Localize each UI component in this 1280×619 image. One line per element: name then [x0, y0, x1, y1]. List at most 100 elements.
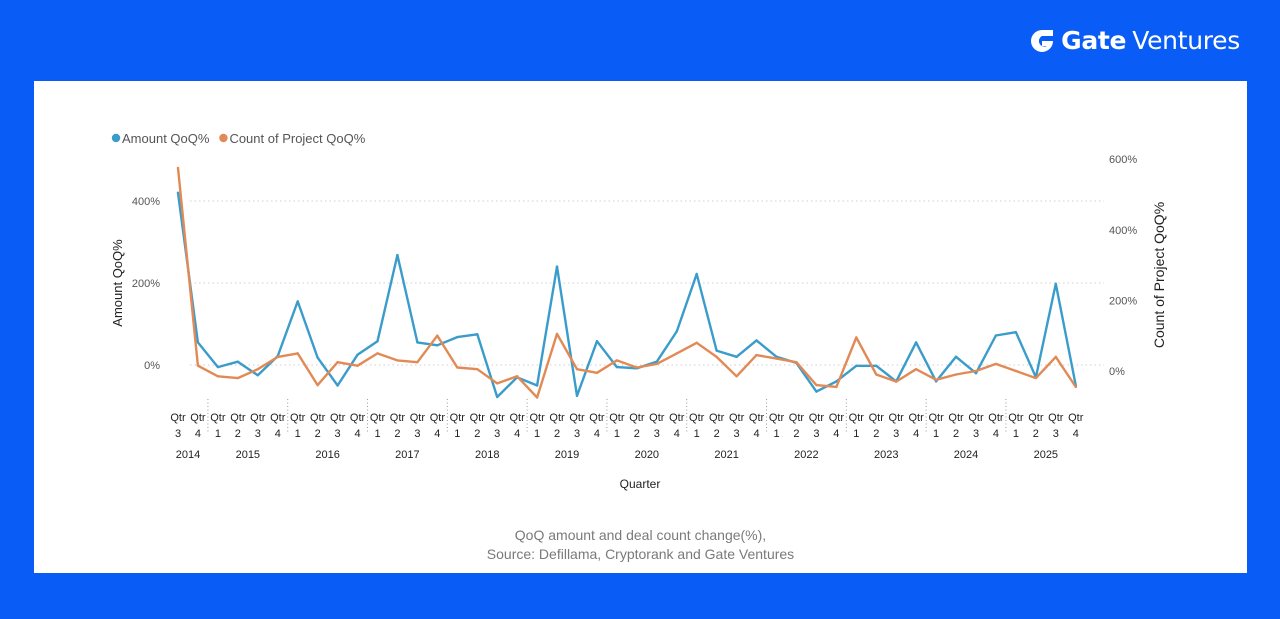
data-point	[296, 352, 299, 355]
data-point	[875, 364, 878, 368]
data-point	[595, 371, 599, 374]
data-point	[835, 385, 838, 389]
x-year-label: 2025	[1034, 449, 1058, 461]
data-point	[496, 382, 499, 385]
data-point	[416, 360, 419, 364]
data-point	[436, 334, 439, 337]
x-year-label: 2024	[954, 449, 978, 461]
data-point	[815, 383, 818, 387]
data-point	[675, 330, 678, 333]
y-right-tick-label: 0%	[1109, 366, 1125, 378]
x-tick-label: Qtr 2	[629, 412, 645, 440]
data-point	[216, 375, 220, 378]
data-point	[396, 253, 399, 257]
x-tick-label: Qtr 2	[390, 412, 406, 440]
x-tick-label: Qtr 3	[569, 412, 585, 440]
caption-line-1: QoQ amount and deal count change(%),	[514, 527, 767, 543]
data-point	[256, 374, 259, 377]
x-tick-label: Qtr 3	[1048, 412, 1064, 440]
gate-logo-icon	[1031, 29, 1054, 52]
data-point	[316, 356, 319, 359]
grid-lines	[190, 200, 1104, 366]
x-tick-label: Qtr 4	[909, 412, 925, 440]
x-tick-label: Qtr 3	[889, 412, 905, 440]
series-line	[176, 191, 1078, 399]
data-point	[875, 373, 878, 376]
x-tick-label: Qtr 4	[669, 412, 685, 440]
x-year-label: 2021	[714, 449, 738, 461]
series-lines	[176, 166, 1078, 399]
data-point	[1074, 385, 1077, 389]
brand-logo: Gate Ventures	[1029, 26, 1240, 55]
data-point	[176, 191, 180, 194]
data-point	[356, 364, 359, 367]
data-point	[336, 384, 339, 387]
data-point	[895, 380, 898, 383]
data-point	[456, 366, 459, 369]
data-point	[296, 300, 299, 303]
x-year-label: 2017	[395, 449, 419, 461]
legend-marker	[219, 133, 228, 143]
data-point	[715, 355, 718, 359]
data-point	[575, 368, 579, 371]
data-point	[675, 352, 678, 355]
data-point	[835, 380, 838, 383]
data-point	[555, 265, 559, 268]
y-left-axis-title: Amount QoQ%	[110, 239, 125, 327]
x-tick-label: Qtr 1	[210, 412, 226, 440]
data-point	[196, 364, 200, 367]
x-year-label: 2018	[475, 449, 499, 461]
data-point	[655, 362, 658, 366]
y-right-axis-title: Count of Project QoQ%	[1151, 202, 1167, 348]
x-tick-label: Qtr 4	[589, 412, 605, 440]
data-point	[1054, 355, 1057, 359]
x-tick-label: Qtr 2	[470, 412, 486, 440]
x-tick-label: Qtr 3	[809, 412, 825, 440]
chart-svg: 0% 200% 400% 0% 200% 400% 600% Amount QoQ% Count…	[110, 131, 1167, 491]
x-tick-label: Qtr 1	[928, 412, 944, 440]
x-tick-label: Qtr 1	[849, 412, 865, 440]
x-tick-label: Qtr 1	[370, 412, 386, 440]
brand-name-strong: Gate	[1061, 26, 1127, 55]
data-point	[954, 355, 958, 358]
y-left-tick-label: 400%	[132, 196, 160, 208]
data-point	[1034, 376, 1038, 380]
data-point	[176, 166, 180, 170]
data-point	[934, 378, 938, 382]
data-point	[775, 357, 778, 360]
x-tick-label: Qtr 3	[410, 412, 426, 440]
legend-label: Count of Project QoQ%	[229, 131, 365, 146]
x-tick-label: Qtr 3	[250, 412, 266, 440]
data-point	[196, 341, 200, 344]
x-tick-label: Qtr 4	[1068, 412, 1084, 440]
x-tick-label: Qtr 4	[430, 412, 446, 440]
data-point	[1014, 331, 1018, 334]
x-tick-label: Qtr 2	[310, 412, 326, 440]
data-point	[236, 360, 240, 363]
legend-label: Amount QoQ%	[122, 131, 210, 146]
data-point	[595, 340, 599, 343]
x-tick-label: Qtr 4	[749, 412, 765, 440]
data-point	[735, 355, 738, 358]
series-line	[176, 166, 1078, 399]
x-year-label: 2023	[874, 449, 898, 461]
data-point	[815, 390, 818, 393]
x-tick-label: Qtr 1	[609, 412, 625, 440]
x-tick-label: Qtr 3	[649, 412, 665, 440]
data-point	[476, 333, 479, 336]
y-left-tick-label: 200%	[132, 278, 160, 290]
x-tick-label: Qtr 3	[729, 412, 745, 440]
data-point	[715, 349, 718, 352]
data-point	[974, 369, 978, 373]
x-axis-title: Quarter	[620, 477, 661, 491]
legend-marker	[111, 133, 121, 143]
x-tick-label: Qtr 2	[549, 412, 565, 440]
x-tick-label: Qtr 3	[170, 412, 186, 440]
x-year-label: 2015	[236, 449, 260, 461]
x-tick-label: Qtr 4	[829, 412, 845, 440]
x-tick-label: Qtr 2	[230, 412, 246, 440]
data-point	[695, 272, 698, 276]
x-tick-label: Qtr 4	[988, 412, 1004, 440]
data-point	[954, 373, 958, 376]
x-tick-label: Qtr 1	[529, 412, 545, 440]
